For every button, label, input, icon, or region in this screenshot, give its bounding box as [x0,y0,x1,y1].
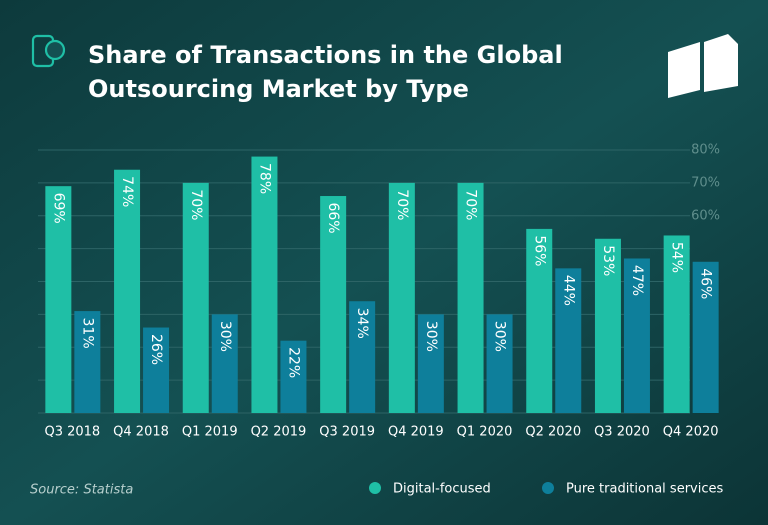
value-label: 69% [50,193,66,224]
bar [388,182,415,413]
bar [211,314,238,413]
legend-marker [369,482,381,494]
value-label: 70% [188,189,204,220]
legend-label: Digital-focused [393,482,491,497]
bar [663,235,690,413]
value-label: 56% [531,235,547,266]
x-tick-label: Q3 2020 [594,425,650,440]
bar [182,182,209,413]
bar [320,196,347,413]
value-label: 46% [698,268,714,299]
value-label: 22% [285,347,301,378]
x-tick-label: Q1 2020 [457,425,513,440]
value-label: 74% [119,176,135,207]
bar [280,340,307,413]
value-label: 47% [629,265,645,296]
bar [486,314,513,413]
value-label: 30% [492,321,508,352]
value-label: 44% [560,275,576,306]
value-label: 70% [394,189,410,220]
value-label: 53% [600,245,616,276]
legend-marker [542,482,554,494]
bar [251,156,278,413]
logo [668,34,738,98]
source: Source: Statista [30,483,133,498]
x-tick-label: Q4 2020 [663,425,719,440]
bar [143,327,170,413]
bar [457,182,484,413]
value-label: 31% [79,318,95,349]
y-tick-label: 70% [691,175,720,190]
x-tick-label: Q4 2018 [113,425,169,440]
bar [349,301,376,413]
bar [623,258,650,413]
chart-title: Share of Transactions in the Global [88,41,563,69]
x-tick-label: Q3 2019 [319,425,375,440]
x-tick-label: Q1 2019 [182,425,238,440]
y-tick-label: 80% [691,143,720,158]
legend-label: Pure traditional services [566,482,723,497]
value-label: 30% [217,321,233,352]
x-tick-label: Q2 2020 [525,425,581,440]
bar [45,186,72,413]
bar [74,311,101,413]
bar [692,261,719,413]
app-icon [31,34,66,68]
x-tick-label: Q2 2019 [251,425,307,440]
y-tick-label: 60% [691,208,720,223]
x-tick-label: Q4 2019 [388,425,444,440]
value-label: 30% [423,321,439,352]
value-label: 34% [354,308,370,339]
chart-title: Outsourcing Market by Type [88,75,469,103]
bar [114,169,141,413]
value-label: 54% [669,242,685,273]
value-label: 26% [148,334,164,365]
x-tick-label: Q3 2018 [44,425,100,440]
value-label: 70% [463,189,479,220]
bar [526,228,553,413]
bar [555,268,582,413]
bar [417,314,444,413]
bar [594,238,621,413]
value-label: 66% [325,202,341,233]
value-label: 78% [256,163,272,194]
